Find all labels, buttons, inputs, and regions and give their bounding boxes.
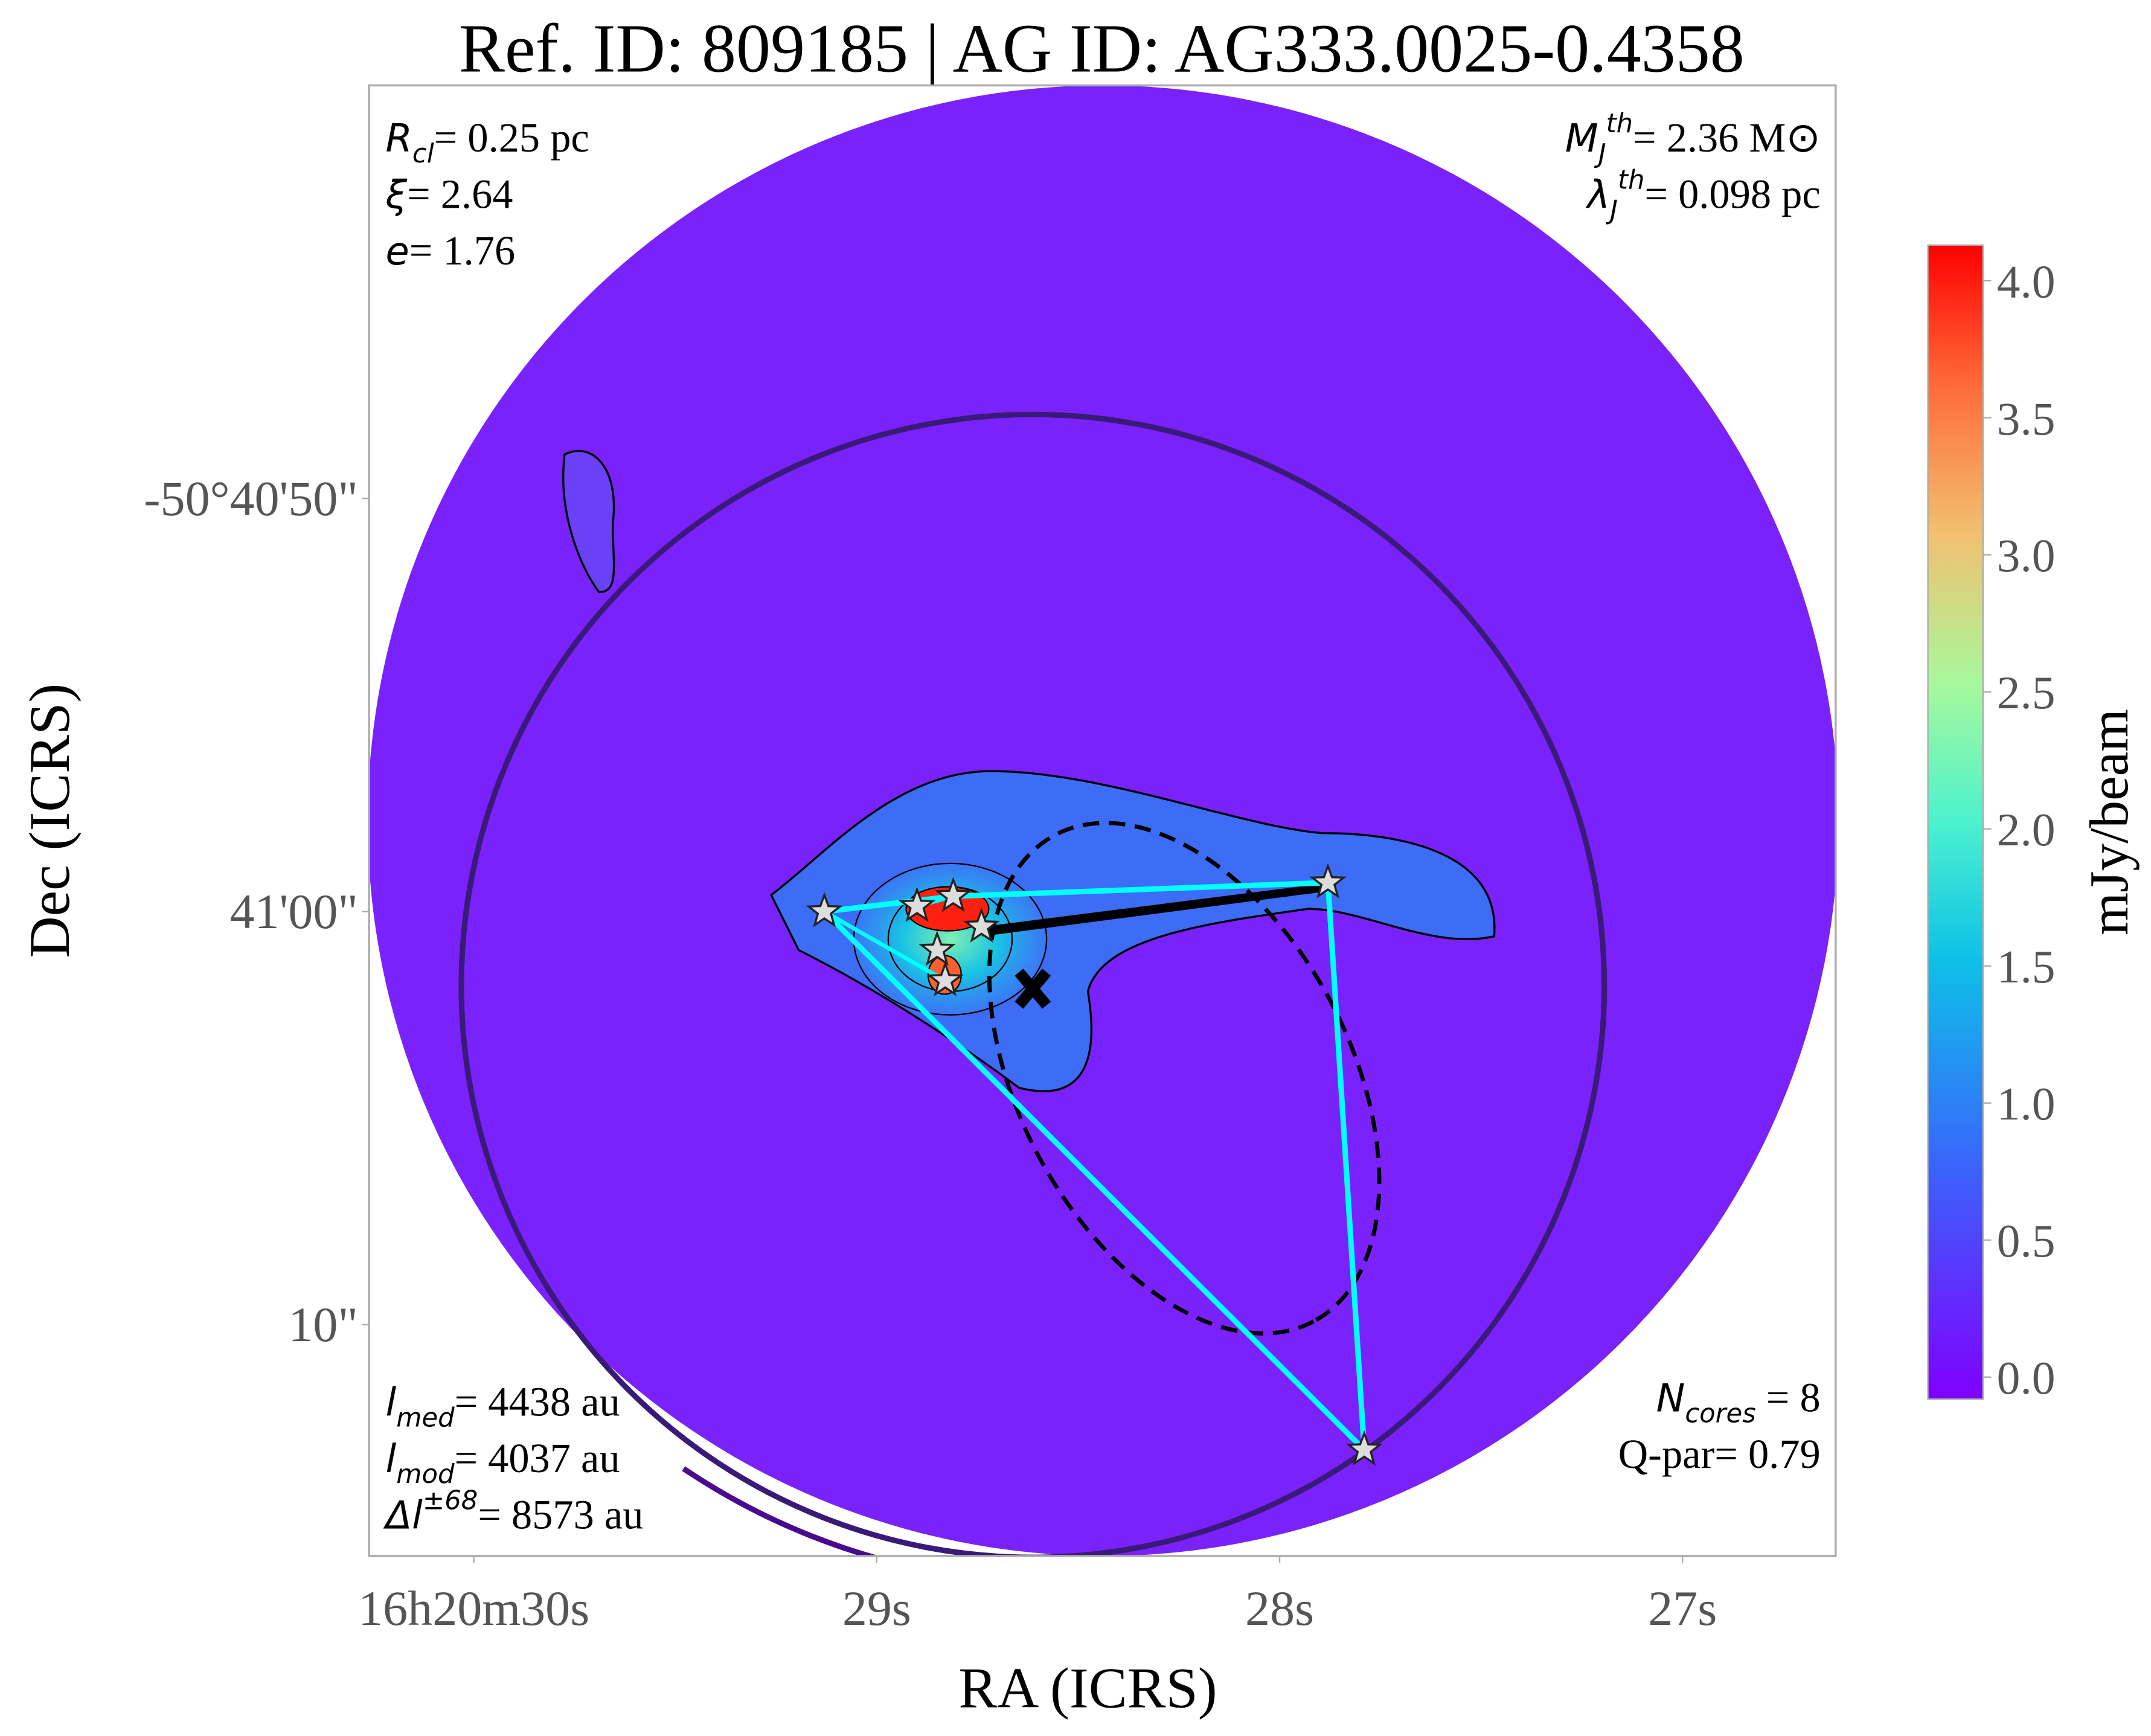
core-connection xyxy=(823,909,946,982)
annotation-text: = 4037 au xyxy=(454,1435,620,1481)
annotation-text: = 2.64 xyxy=(407,171,513,217)
annotation: Δl±68= 8573 au xyxy=(383,1485,644,1538)
colorbar-tick-label: 3.0 xyxy=(1997,530,2056,581)
colorbar-tick-label: 1.5 xyxy=(1997,941,2056,993)
plot-frame xyxy=(368,84,1837,1557)
y-tick-label: 10" xyxy=(288,1297,358,1352)
annotation: Ncores = 8 xyxy=(1656,1374,1821,1429)
annotation: Rcl= 0.25 pc xyxy=(386,115,589,169)
x-tick-label: 27s xyxy=(1648,1581,1717,1636)
annotation-sub: mod xyxy=(396,1459,455,1490)
annotation-text: = 2.36 M⊙ xyxy=(1633,115,1821,161)
annotation: MJth= 2.36 M⊙ xyxy=(1565,109,1821,169)
colorbar-tick-label: 2.5 xyxy=(1997,667,2056,719)
annotation: Q-par= 0.79 xyxy=(1618,1431,1821,1477)
core-connection xyxy=(822,909,1367,1452)
y-tick-label: 41'00" xyxy=(229,884,357,939)
annotation-sub: cl xyxy=(412,139,434,169)
colorbar-tick-label: 4.0 xyxy=(1997,255,2056,307)
y-tick-label: -50°40'50" xyxy=(144,471,358,526)
annotation-text: = 1.76 xyxy=(409,228,515,274)
colorbar xyxy=(1927,244,1984,1400)
annotation: ξ= 2.64 xyxy=(385,171,513,217)
colorbar-tick-label: 3.5 xyxy=(1997,392,2056,444)
core-connection xyxy=(824,893,954,915)
cores xyxy=(806,863,1383,1466)
annotation-text: = 8 xyxy=(1756,1374,1821,1420)
annotation-symbol: N xyxy=(1656,1376,1685,1421)
annotation-text: = 8573 au xyxy=(478,1491,643,1537)
core xyxy=(934,877,972,912)
colorbar-tick-label: 1.0 xyxy=(1997,1078,2056,1130)
annotation-sub: cores xyxy=(1685,1399,1755,1429)
annotation: lmod= 4037 au xyxy=(386,1435,620,1490)
core xyxy=(898,886,936,922)
annotation-symbol: l xyxy=(386,1380,397,1425)
clump-circle xyxy=(458,412,1607,1556)
annotation-sup: ±68 xyxy=(423,1485,478,1516)
annotation-text: = 0.098 pc xyxy=(1644,171,1820,217)
annotation: lmed= 4438 au xyxy=(386,1379,620,1433)
y-axis-label: Dec (ICRS) xyxy=(18,684,82,958)
annotation-symbol: ξ xyxy=(385,173,408,217)
title: Ref. ID: 809185 | AG ID: AG333.0025-0.43… xyxy=(459,10,1745,87)
annotation-symbol: λ xyxy=(1585,173,1610,217)
annotation: e= 1.76 xyxy=(386,228,516,274)
core xyxy=(806,892,843,927)
link-line xyxy=(981,882,1330,937)
annotation-sub: med xyxy=(396,1403,455,1433)
colorbar-tick-label: 0.5 xyxy=(1997,1215,2056,1267)
core xyxy=(926,961,964,997)
core xyxy=(963,907,1000,943)
annotation-text: Q-par= 0.79 xyxy=(1618,1431,1821,1477)
annotation: λJth= 0.098 pc xyxy=(1585,165,1820,225)
fit-ellipse xyxy=(987,821,1382,1336)
annotation-symbol: Δl xyxy=(383,1493,423,1538)
colorbar-tick-label: 0.0 xyxy=(1997,1352,2056,1404)
centroid-marker xyxy=(1015,969,1051,1009)
x-tick-label: 29s xyxy=(842,1581,911,1636)
annotation-text: = 4438 au xyxy=(455,1379,620,1424)
map xyxy=(369,85,1836,1556)
emission-filament xyxy=(562,450,615,594)
core-connection xyxy=(953,880,1329,899)
colorbar-tick-label: 2.0 xyxy=(1997,804,2056,856)
annotation-sup: th xyxy=(1618,165,1644,195)
core-connection xyxy=(1325,882,1367,1450)
annotation-symbol: R xyxy=(386,117,412,161)
annotation-sup: th xyxy=(1606,109,1633,139)
colorbar-label: mJy/beam xyxy=(2079,709,2140,935)
core xyxy=(1309,863,1347,898)
annotation-text: = 0.25 pc xyxy=(434,115,589,161)
core xyxy=(1345,1430,1383,1466)
annotation-symbol: M xyxy=(1565,117,1598,161)
x-tick-label: 28s xyxy=(1245,1581,1314,1636)
annotation-symbol: e xyxy=(386,229,409,274)
annotation-symbol: l xyxy=(386,1437,397,1482)
x-tick-label: 16h20m30s xyxy=(358,1581,589,1636)
x-axis-label: RA (ICRS) xyxy=(958,1656,1217,1720)
core xyxy=(918,930,956,966)
